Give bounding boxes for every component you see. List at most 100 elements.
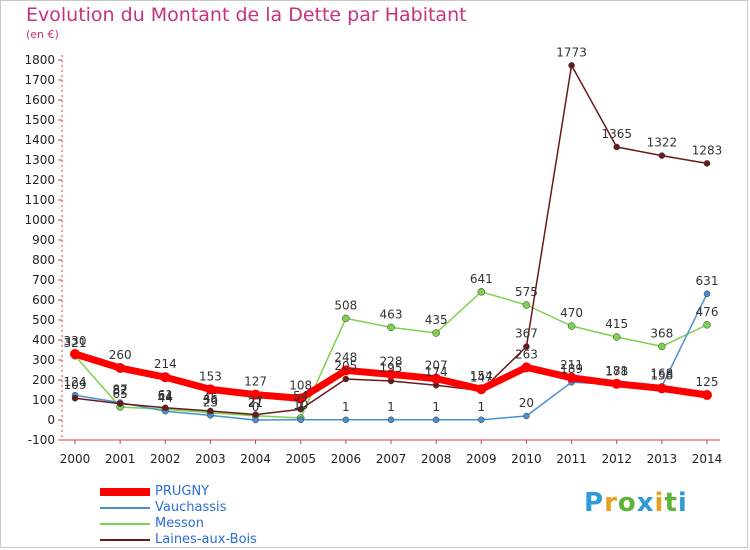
data-point-prugny	[250, 389, 261, 400]
data-label-messon: 21	[248, 396, 263, 410]
data-label-messon: 435	[425, 313, 448, 327]
x-tick-label: 2004	[240, 452, 271, 466]
data-point-laines-aux-bois	[613, 143, 620, 151]
data-label-laines-aux-bois: 82	[113, 384, 128, 398]
x-tick-label: 2014	[692, 452, 723, 466]
data-point-laines-aux-bois	[207, 407, 214, 415]
legend: PRUGNY Vauchassis Messon Laines-aux-Bois	[100, 484, 400, 548]
data-point-messon	[612, 333, 621, 341]
data-point-prugny	[566, 372, 577, 383]
data-label-laines-aux-bois: 54	[293, 389, 308, 403]
data-label-prugny: 214	[154, 357, 177, 371]
data-point-prugny	[160, 372, 171, 383]
data-label-prugny: 154	[470, 369, 493, 383]
data-point-laines-aux-bois	[71, 394, 79, 402]
x-tick-label: 2011	[556, 452, 587, 466]
data-label-prugny: 260	[109, 348, 132, 362]
data-point-messon	[522, 301, 531, 309]
data-label-vauchassis: 1	[342, 400, 350, 414]
y-tick-label: 100	[32, 393, 55, 407]
data-label-laines-aux-bois: 367	[515, 327, 538, 341]
y-tick-label: 500	[32, 313, 55, 327]
x-tick-label: 2000	[60, 452, 91, 466]
data-point-vauchassis	[342, 416, 350, 424]
data-label-vauchassis: 1	[432, 400, 440, 414]
data-label-vauchassis: 168	[650, 366, 673, 380]
data-label-prugny: 125	[696, 375, 719, 389]
logo-letter: x	[636, 488, 655, 518]
data-point-prugny	[115, 363, 126, 373]
legend-item-laines-aux-bois: Laines-aux-Bois	[100, 532, 400, 548]
data-point-laines-aux-bois	[523, 343, 530, 350]
data-point-vauchassis	[387, 416, 395, 424]
y-tick-label: 600	[32, 293, 55, 307]
y-tick-label: 1200	[24, 173, 55, 187]
data-point-vauchassis	[252, 416, 259, 424]
data-point-laines-aux-bois	[162, 404, 169, 412]
data-point-prugny	[70, 349, 80, 359]
data-label-laines-aux-bois: 174	[425, 365, 448, 379]
data-point-laines-aux-bois	[703, 160, 711, 167]
x-tick-label: 2013	[647, 452, 678, 466]
data-label-messon: 321	[64, 336, 87, 350]
legend-label-laines-aux-bois: Laines-aux-Bois	[155, 532, 257, 547]
y-tick-label: 400	[32, 333, 55, 347]
logo-letter: r	[604, 488, 618, 518]
x-tick-label: 2005	[285, 452, 316, 466]
data-label-vauchassis: 23	[203, 395, 218, 409]
data-label-laines-aux-bois: 45	[203, 391, 218, 405]
data-point-messon	[567, 322, 576, 330]
data-point-prugny	[702, 390, 712, 400]
data-label-messon: 463	[380, 307, 403, 321]
data-point-laines-aux-bois	[658, 152, 666, 159]
data-label-prugny: 127	[244, 375, 267, 389]
data-label-vauchassis: 1	[297, 400, 305, 414]
data-label-laines-aux-bois: 109	[64, 378, 87, 392]
y-tick-label: 300	[32, 353, 55, 367]
logo-letter: o	[617, 488, 637, 518]
y-tick-label: 1500	[24, 113, 55, 127]
chart-subtitle: (en €)	[26, 28, 59, 41]
data-point-laines-aux-bois	[297, 405, 304, 413]
data-label-messon: 36	[203, 393, 218, 407]
data-point-laines-aux-bois	[342, 375, 350, 383]
data-point-vauchassis	[703, 290, 711, 298]
x-tick-label: 2012	[601, 452, 632, 466]
data-label-prugny: 108	[289, 378, 312, 392]
legend-swatch-prugny	[100, 488, 150, 496]
data-point-prugny	[521, 362, 532, 373]
data-label-vauchassis: 1	[477, 400, 485, 414]
y-tick-label: 0	[47, 413, 55, 427]
x-tick-label: 2008	[421, 452, 452, 466]
data-label-vauchassis: 124	[64, 375, 87, 389]
data-label-vauchassis: 631	[696, 274, 719, 288]
data-point-vauchassis	[523, 412, 530, 420]
x-tick-label: 2003	[195, 452, 226, 466]
x-tick-label: 2007	[376, 452, 407, 466]
legend-item-prugny: PRUGNY	[100, 484, 400, 500]
y-tick-label: -100	[28, 433, 55, 447]
data-label-vauchassis: 44	[158, 391, 173, 405]
data-label-messon: 508	[334, 298, 357, 312]
data-label-messon: 470	[560, 306, 583, 320]
data-point-messon	[477, 288, 486, 296]
x-tick-label: 2001	[105, 452, 136, 466]
data-point-vauchassis	[432, 416, 440, 424]
data-point-laines-aux-bois	[116, 400, 124, 407]
legend-label-prugny: PRUGNY	[155, 484, 210, 499]
y-tick-label: 1700	[24, 73, 55, 87]
data-label-prugny: 211	[560, 358, 583, 372]
legend-item-messon: Messon	[100, 516, 400, 532]
data-label-prugny: 158	[650, 368, 673, 382]
y-tick-label: 900	[32, 233, 55, 247]
data-label-messon: 476	[696, 305, 719, 319]
legend-swatch-messon	[100, 523, 150, 525]
data-point-messon	[342, 314, 350, 323]
data-point-prugny	[476, 384, 487, 395]
data-label-laines-aux-bois: 195	[380, 361, 403, 375]
x-tick-label: 2010	[511, 452, 542, 466]
data-point-messon	[432, 329, 440, 337]
y-tick-label: 700	[32, 273, 55, 287]
data-point-messon	[703, 321, 711, 329]
